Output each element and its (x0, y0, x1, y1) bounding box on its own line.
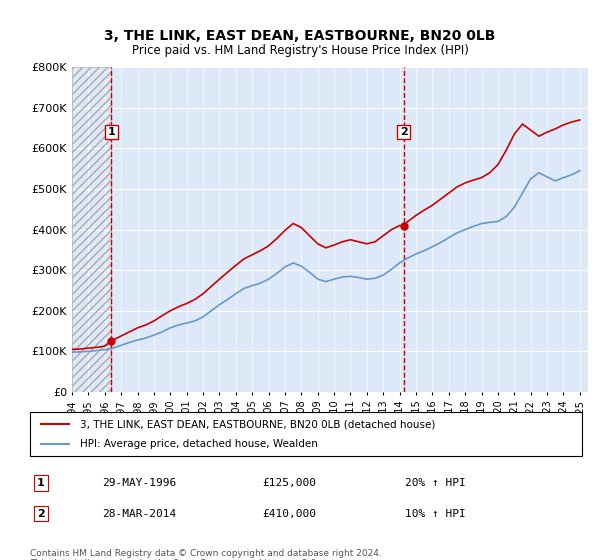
Text: HPI: Average price, detached house, Wealden: HPI: Average price, detached house, Weal… (80, 439, 317, 449)
Text: 20% ↑ HPI: 20% ↑ HPI (406, 478, 466, 488)
Text: 3, THE LINK, EAST DEAN, EASTBOURNE, BN20 0LB: 3, THE LINK, EAST DEAN, EASTBOURNE, BN20… (104, 29, 496, 44)
Text: 1: 1 (107, 127, 115, 137)
FancyBboxPatch shape (30, 412, 582, 456)
Text: 29-MAY-1996: 29-MAY-1996 (102, 478, 176, 488)
Text: Price paid vs. HM Land Registry's House Price Index (HPI): Price paid vs. HM Land Registry's House … (131, 44, 469, 57)
Text: 2: 2 (37, 508, 45, 519)
Text: £410,000: £410,000 (262, 508, 316, 519)
Text: Contains HM Land Registry data © Crown copyright and database right 2024.
This d: Contains HM Land Registry data © Crown c… (30, 549, 382, 560)
Text: 3, THE LINK, EAST DEAN, EASTBOURNE, BN20 0LB (detached house): 3, THE LINK, EAST DEAN, EASTBOURNE, BN20… (80, 419, 435, 429)
Text: 1: 1 (37, 478, 45, 488)
Text: 10% ↑ HPI: 10% ↑ HPI (406, 508, 466, 519)
Text: £125,000: £125,000 (262, 478, 316, 488)
Text: 28-MAR-2014: 28-MAR-2014 (102, 508, 176, 519)
Text: 2: 2 (400, 127, 407, 137)
